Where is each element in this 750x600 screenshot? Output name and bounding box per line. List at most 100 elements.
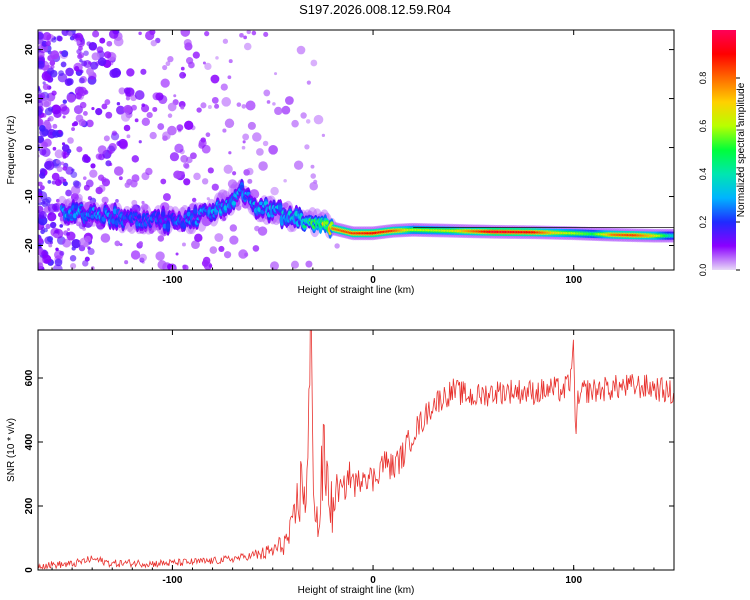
noise-blob: [306, 80, 311, 85]
noise-blob: [218, 189, 228, 199]
noise-blob: [243, 169, 250, 176]
noise-blob: [104, 51, 112, 59]
colorbar-tick-label: 0.8: [698, 72, 708, 85]
noise-blob: [126, 178, 133, 186]
noise-blob: [41, 113, 47, 118]
ridge-mark: [278, 205, 283, 211]
snr-series-line: [38, 330, 674, 570]
noise-blob: [310, 59, 318, 67]
x-tick-label: 0: [370, 575, 376, 586]
noise-blob: [162, 64, 168, 71]
noise-blob: [291, 119, 299, 128]
noise-blob: [82, 260, 89, 267]
noise-blob: [59, 250, 65, 256]
noise-blob: [83, 176, 87, 180]
noise-blob: [211, 96, 219, 104]
noise-blob: [47, 203, 57, 213]
ridge-mark: [186, 211, 192, 217]
noise-blob: [305, 260, 313, 268]
ridge-mark: [263, 201, 269, 206]
noise-blob: [56, 35, 63, 42]
noise-blob: [201, 178, 209, 185]
noise-blob: [38, 196, 42, 204]
noise-blob: [83, 241, 89, 248]
noise-blob: [241, 145, 246, 150]
noise-blob: [239, 32, 244, 38]
y-tick-label: 20: [24, 44, 35, 56]
noise-blob: [100, 176, 107, 183]
noise-blob: [38, 106, 43, 116]
noise-blob: [215, 56, 219, 60]
noise-blob: [48, 243, 53, 248]
noise-blob: [51, 172, 60, 181]
noise-blob: [86, 41, 92, 47]
noise-blob: [242, 133, 250, 141]
noise-blob: [51, 37, 57, 43]
noise-blob: [283, 179, 287, 183]
noise-blob: [61, 144, 70, 152]
noise-blob: [284, 96, 294, 105]
noise-blob: [228, 151, 232, 155]
noise-blob: [155, 251, 165, 261]
noise-blob: [61, 50, 69, 58]
noise-blob: [183, 38, 192, 47]
noise-blob: [91, 106, 95, 111]
noise-blob: [152, 106, 158, 112]
noise-blob: [175, 252, 179, 256]
noise-blob: [158, 94, 168, 105]
x-tick-label: 100: [565, 575, 582, 586]
noise-blob: [141, 200, 145, 205]
noise-blob: [55, 247, 59, 251]
noise-blob: [126, 134, 131, 139]
noise-blob: [38, 32, 44, 40]
noise-blob: [60, 106, 70, 115]
noise-blob: [58, 70, 64, 77]
noise-blob: [38, 118, 44, 127]
noise-blob: [145, 30, 155, 41]
noise-blob: [108, 150, 113, 155]
noise-blob: [282, 202, 289, 209]
noise-blob: [48, 115, 54, 122]
noise-blob: [38, 48, 42, 53]
ridge-mark: [165, 223, 171, 230]
noise-blob: [82, 227, 86, 231]
ridge-mark: [136, 215, 142, 219]
noise-blob: [62, 166, 68, 171]
noise-blob: [256, 148, 264, 156]
noise-blob: [134, 90, 145, 100]
noise-blob: [309, 181, 318, 191]
noise-blob: [224, 118, 235, 128]
noise-blob: [41, 97, 52, 108]
noise-blob: [90, 163, 96, 169]
noise-blob: [91, 52, 100, 61]
noise-blob: [178, 100, 186, 108]
noise-blob: [78, 45, 83, 51]
spectrogram-frame: [37, 29, 675, 271]
noise-blob: [41, 147, 51, 157]
noise-blob: [183, 162, 190, 169]
snr-y-ticks: 0 200 400 600: [24, 369, 674, 573]
noise-blob: [97, 145, 107, 155]
noise-blob: [274, 106, 283, 116]
noise-blob: [245, 100, 256, 111]
noise-blob: [92, 30, 100, 38]
colorbar-ticks: 0.0 0.2 0.4 0.6 0.8: [698, 72, 740, 276]
noise-blob: [95, 108, 103, 116]
noise-blob: [82, 111, 88, 116]
noise-blob: [74, 66, 80, 72]
noise-blob: [89, 197, 97, 205]
noise-blob: [86, 67, 94, 76]
noise-blob: [173, 94, 177, 98]
noise-blob: [243, 35, 247, 40]
noise-blob: [167, 55, 174, 63]
noise-blob: [252, 132, 262, 142]
noise-blob: [266, 100, 271, 104]
noise-blob: [78, 118, 86, 127]
noise-blob: [167, 102, 177, 112]
noise-blob: [218, 245, 225, 253]
noise-blob: [67, 137, 74, 144]
noise-blob: [85, 179, 94, 188]
noise-blob: [56, 166, 63, 173]
noise-blob: [223, 251, 232, 259]
noise-blob: [38, 245, 42, 249]
